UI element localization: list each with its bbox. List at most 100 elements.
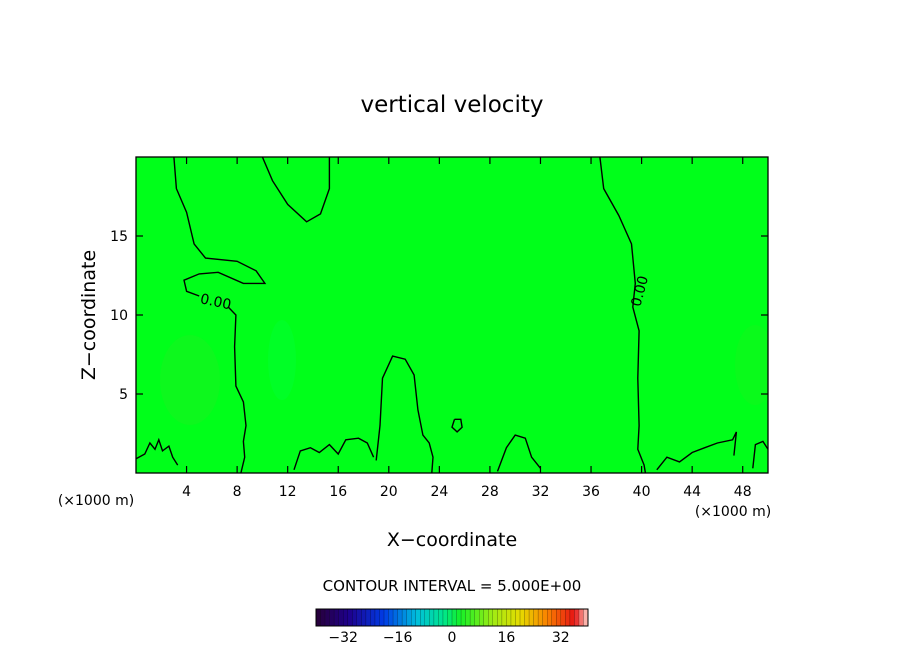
x-tick-label: 24: [430, 484, 448, 500]
y-tick-label: 5: [119, 387, 128, 403]
colorbar-swatch: [515, 609, 521, 626]
colorbar-swatch: [320, 609, 326, 626]
colorbar-tick-label: 16: [497, 630, 515, 646]
colorbar-swatch: [347, 609, 353, 626]
colorbar-swatch: [465, 609, 471, 626]
zero-contour-left-lower: [227, 306, 247, 473]
colorbar-swatch: [565, 609, 571, 626]
x-axis-label: X−coordinate: [387, 529, 517, 551]
colorbar-swatch: [442, 609, 448, 626]
colorbar-swatch: [470, 609, 475, 626]
colorbar-swatch: [397, 609, 403, 626]
colorbar-swatch: [524, 609, 530, 626]
colorbar-swatch: [388, 609, 394, 626]
colorbar-swatch: [415, 609, 421, 626]
x-tick-label: 36: [582, 484, 600, 500]
colorbar-swatch: [551, 609, 557, 626]
y-tick-label: 10: [110, 308, 128, 324]
x-tick-label: 32: [532, 484, 550, 500]
colorbar-swatch: [547, 609, 553, 626]
x-axis-ticks: 4 8 12 16 20 24 28 32 36 40 44 48: [182, 157, 752, 500]
colorbar-swatch: [429, 609, 435, 626]
colorbar-swatch: [374, 609, 380, 626]
colorbar-tick-label: −16: [383, 630, 413, 646]
colorbar-swatch: [542, 609, 548, 626]
colorbar-swatch: [329, 609, 335, 626]
colorbar-tick-label: −32: [328, 630, 358, 646]
x-tick-label: 28: [481, 484, 499, 500]
x-tick-label: 12: [279, 484, 297, 500]
colorbar-swatch: [393, 609, 398, 626]
colorbar-swatch: [447, 609, 453, 626]
colorbar-tick-label: 0: [448, 630, 457, 646]
colorbar-swatch: [433, 609, 439, 626]
x-tick-label: 4: [182, 484, 191, 500]
colorbar-swatch: [424, 609, 430, 626]
colorbar-swatch: [370, 609, 376, 626]
colorbar-swatch: [578, 609, 584, 626]
colorbar-swatch: [456, 609, 462, 626]
colorbar-swatch: [529, 609, 534, 626]
colorbar-swatch: [569, 609, 575, 626]
colorbar-swatch: [574, 609, 580, 626]
colorbar-swatch: [356, 609, 362, 626]
small-closed-contour: [451, 418, 463, 433]
y-tick-label: 15: [110, 229, 128, 245]
contour-labels: 0.00 0.00: [199, 274, 652, 313]
colorbar-swatch: [479, 609, 485, 626]
colorbar-swatch: [461, 609, 466, 626]
colorbar-swatch: [492, 609, 498, 626]
colorbar-swatch: [338, 609, 344, 626]
colorbar-swatch: [501, 609, 507, 626]
colorbar-swatch: [402, 609, 407, 626]
y-axis-ticks: 5 10 15: [110, 229, 768, 403]
surface-contours-right: [656, 431, 738, 471]
contour-label-2: 0.00: [629, 274, 653, 308]
contour-interval-label: CONTOUR INTERVAL = 5.000E+00: [323, 577, 582, 595]
velocity-field: [136, 157, 768, 473]
x-unit-label-right: (×1000 m): [695, 504, 771, 520]
colorbar-swatch: [506, 609, 512, 626]
x-tick-label: 8: [233, 484, 242, 500]
contour-lines: [136, 157, 768, 473]
zero-contour-left-upper: [173, 157, 267, 297]
colorbar-swatch: [533, 609, 539, 626]
colorbar-swatch: [361, 609, 367, 626]
chart-title: vertical velocity: [361, 92, 544, 118]
field-variation: [160, 320, 768, 425]
colorbar-swatch: [560, 609, 566, 626]
colorbar-tick-labels: −32 −16 0 16 32: [328, 630, 569, 646]
colorbar-frame: [315, 608, 589, 627]
y-axis-label: Z−coordinate: [78, 250, 100, 380]
colorbar-swatch: [488, 609, 494, 626]
colorbar-swatch: [406, 609, 412, 626]
zero-contour-top-lobe: [261, 157, 331, 223]
zero-contour-right: [599, 157, 647, 473]
colorbar-swatch: [510, 609, 516, 626]
colorbar-swatch: [379, 609, 385, 626]
colorbar-swatch: [334, 609, 339, 626]
colorbar-swatch: [352, 609, 358, 626]
colorbar-swatch: [325, 609, 330, 626]
zero-contour-middle-lobe: [375, 355, 434, 473]
colorbar-swatch: [483, 609, 489, 626]
colorbar-swatch: [474, 609, 480, 626]
plot-area: 0.00 0.00: [135, 156, 769, 474]
contour-label-1: 0.00: [199, 291, 233, 313]
colorbar-swatch: [497, 609, 503, 626]
x-tick-label: 48: [734, 484, 752, 500]
colorbar-swatch: [438, 609, 444, 626]
x-unit-label-left: (×1000 m): [58, 493, 134, 509]
colorbar-swatch: [384, 609, 389, 626]
colorbar-tick-label: 32: [552, 630, 570, 646]
surface-contours-left: [136, 437, 179, 466]
colorbar-swatch: [365, 609, 371, 626]
colorbar: [315, 608, 589, 627]
colorbar-swatch: [411, 609, 417, 626]
colorbar-swatch: [316, 609, 321, 626]
x-tick-label: 44: [683, 484, 701, 500]
surface-contours-mid2: [496, 434, 542, 472]
x-tick-label: 20: [380, 484, 398, 500]
surface-contours-far-right: [752, 440, 768, 469]
